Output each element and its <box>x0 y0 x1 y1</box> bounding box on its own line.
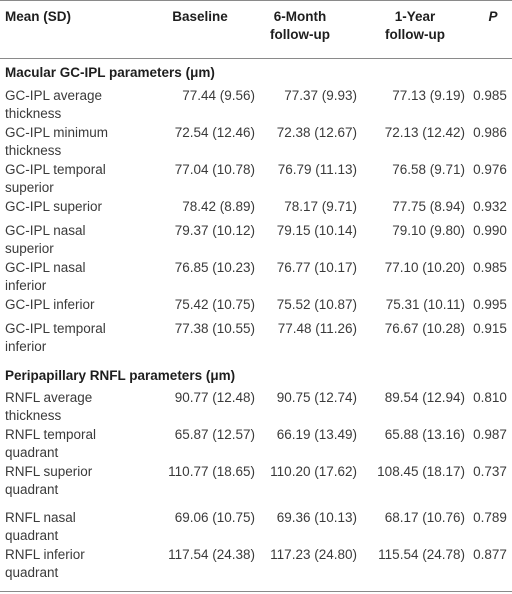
header-6-month-line1: 6-Month <box>273 9 327 24</box>
cell-1-year: 77.13 (9.19) <box>392 88 465 103</box>
cell-6-month: 76.77 (10.17) <box>276 260 357 275</box>
cell-1-year: 77.10 (10.20) <box>384 260 465 275</box>
cell-p-value: 0.737 <box>473 464 507 479</box>
cell-p-value: 0.915 <box>473 321 507 336</box>
cell-1-year: 75.31 (10.11) <box>385 297 465 312</box>
cell-p-value: 0.990 <box>473 223 507 238</box>
header-rule <box>0 58 512 59</box>
cell-p-value: 0.932 <box>473 199 507 214</box>
cell-baseline: 78.42 (8.89) <box>182 199 255 214</box>
cell-baseline: 75.42 (10.75) <box>174 297 255 312</box>
row-label: RNFL nasal quadrant <box>5 510 76 543</box>
cell-1-year: 108.45 (18.17) <box>377 464 465 479</box>
cell-6-month: 90.75 (12.74) <box>276 390 357 405</box>
cell-baseline: 65.87 (12.57) <box>174 427 255 442</box>
cell-6-month: 75.52 (10.87) <box>276 297 357 312</box>
row-label: RNFL inferior quadrant <box>5 547 85 580</box>
header-p-value: P <box>488 9 498 24</box>
cell-baseline: 117.54 (24.38) <box>168 547 255 562</box>
cell-6-month: 117.23 (24.80) <box>270 547 357 562</box>
cell-baseline: 76.85 (10.23) <box>174 260 255 275</box>
row-label: GC-IPL minimum thickness <box>5 125 109 158</box>
row-label: RNFL average thickness <box>5 390 93 423</box>
header-1-year-line1: 1-Year <box>394 9 436 24</box>
cell-6-month: 79.15 (10.14) <box>276 223 357 238</box>
cell-baseline: 110.77 (18.65) <box>168 464 255 479</box>
cell-1-year: 115.54 (24.78) <box>378 547 465 562</box>
bottom-rule <box>0 591 512 592</box>
cell-6-month: 69.36 (10.13) <box>276 510 357 525</box>
cell-6-month: 77.48 (11.26) <box>277 321 357 336</box>
header-baseline: Baseline <box>172 9 228 24</box>
top-rule <box>0 0 512 1</box>
cell-p-value: 0.789 <box>473 510 507 525</box>
section-title-gc-ipl: Macular GC-IPL parameters (μm) <box>5 65 215 80</box>
cell-baseline: 72.54 (12.46) <box>174 125 255 140</box>
cell-baseline: 79.37 (10.12) <box>174 223 255 238</box>
cell-p-value: 0.986 <box>473 125 507 140</box>
cell-p-value: 0.985 <box>473 88 507 103</box>
header-1-year: 1-Year follow-up <box>360 8 470 43</box>
cell-6-month: 76.79 (11.13) <box>277 162 357 177</box>
cell-p-value: 0.976 <box>473 162 507 177</box>
row-label: GC-IPL temporal superior <box>5 162 106 195</box>
cell-1-year: 77.75 (8.94) <box>392 199 465 214</box>
header-6-month-line2: follow-up <box>270 26 330 42</box>
cell-1-year: 89.54 (12.94) <box>384 390 465 405</box>
cell-1-year: 72.13 (12.42) <box>384 125 465 140</box>
cell-p-value: 0.877 <box>473 547 507 562</box>
cell-baseline: 69.06 (10.75) <box>174 510 255 525</box>
row-label: GC-IPL nasal inferior <box>5 260 86 293</box>
cell-p-value: 0.985 <box>473 260 507 275</box>
row-label: RNFL superior quadrant <box>5 464 93 497</box>
cell-baseline: 77.04 (10.78) <box>174 162 255 177</box>
cell-p-value: 0.987 <box>473 427 507 442</box>
cell-1-year: 79.10 (9.80) <box>392 223 465 238</box>
header-mean-sd: Mean (SD) <box>5 9 72 24</box>
cell-6-month: 110.20 (17.62) <box>270 464 357 479</box>
row-label: GC-IPL average thickness <box>5 88 103 121</box>
cell-6-month: 72.38 (12.67) <box>276 125 357 140</box>
row-label: GC-IPL nasal superior <box>5 223 86 256</box>
cell-1-year: 65.88 (13.16) <box>384 427 465 442</box>
cell-6-month: 77.37 (9.93) <box>284 88 357 103</box>
header-1-year-line2: follow-up <box>385 26 445 42</box>
cell-6-month: 66.19 (13.49) <box>276 427 357 442</box>
section-title-rnfl: Peripapillary RNFL parameters (μm) <box>5 368 236 383</box>
row-label: GC-IPL inferior <box>5 297 95 312</box>
cell-baseline: 77.44 (9.56) <box>182 88 255 103</box>
header-6-month: 6-Month follow-up <box>250 8 350 43</box>
cell-1-year: 76.58 (9.71) <box>392 162 465 177</box>
row-label: GC-IPL superior <box>5 199 103 214</box>
cell-baseline: 77.38 (10.55) <box>174 321 255 336</box>
row-label: GC-IPL temporal inferior <box>5 321 106 354</box>
row-label: RNFL temporal quadrant <box>5 427 97 460</box>
cell-6-month: 78.17 (9.71) <box>284 199 357 214</box>
cell-p-value: 0.995 <box>473 297 507 312</box>
cell-p-value: 0.810 <box>473 390 507 405</box>
cell-1-year: 68.17 (10.76) <box>384 510 465 525</box>
cell-1-year: 76.67 (10.28) <box>384 321 465 336</box>
cell-baseline: 90.77 (12.48) <box>174 390 255 405</box>
